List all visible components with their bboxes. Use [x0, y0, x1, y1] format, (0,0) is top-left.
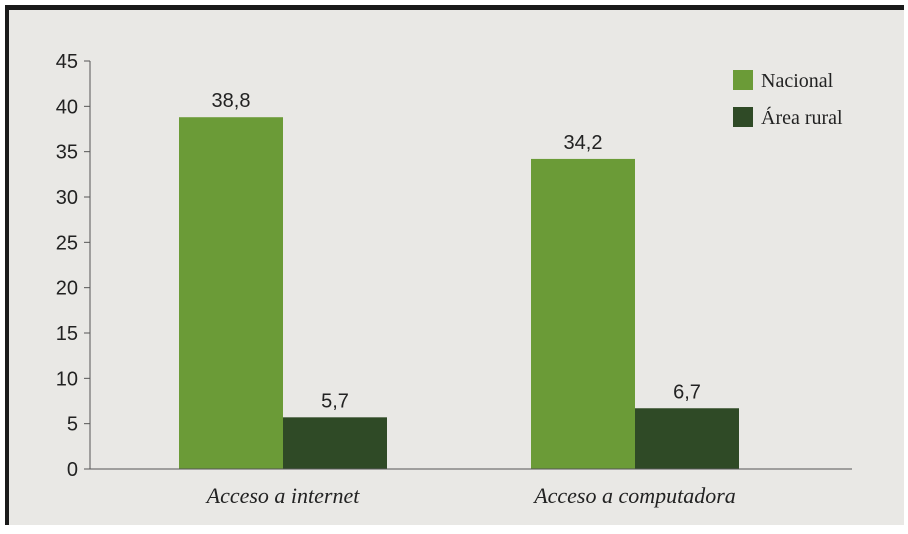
- y-tick-label: 20: [56, 278, 78, 300]
- bar: [531, 158, 635, 470]
- legend-label: Área rural: [761, 106, 843, 129]
- x-category-label: Acceso a computadora: [532, 483, 736, 508]
- y-tick-label: 5: [67, 414, 78, 436]
- legend-swatch: [733, 107, 753, 127]
- bar: [635, 408, 739, 469]
- y-tick-label: 0: [67, 459, 78, 481]
- legend: Nacional Área rural: [733, 70, 843, 129]
- legend-label: Nacional: [761, 70, 834, 92]
- y-tick-label: 35: [56, 142, 78, 164]
- y-tick-label: 30: [56, 187, 78, 209]
- bar: [283, 417, 387, 469]
- bar: [179, 117, 283, 470]
- y-tick-label: 25: [56, 232, 78, 254]
- y-tick-label: 45: [56, 51, 78, 73]
- legend-swatch: [733, 70, 753, 90]
- y-tick-label: 40: [56, 96, 78, 118]
- bars: 38,8 5,7 34,2 6,7: [179, 90, 739, 470]
- x-category-label: Acceso a internet: [205, 483, 361, 508]
- y-axis: 0 5 10 15 20 25 30 35 40 45: [56, 51, 91, 481]
- data-label: 5,7: [321, 390, 349, 412]
- data-label: 34,2: [564, 132, 603, 154]
- x-axis: Acceso a internet Acceso a computadora: [90, 468, 852, 508]
- data-label: 38,8: [212, 90, 251, 112]
- data-label: 6,7: [673, 381, 701, 403]
- chart-frame: [5, 5, 904, 525]
- y-tick-label: 15: [56, 323, 78, 345]
- y-tick-label: 10: [56, 368, 78, 390]
